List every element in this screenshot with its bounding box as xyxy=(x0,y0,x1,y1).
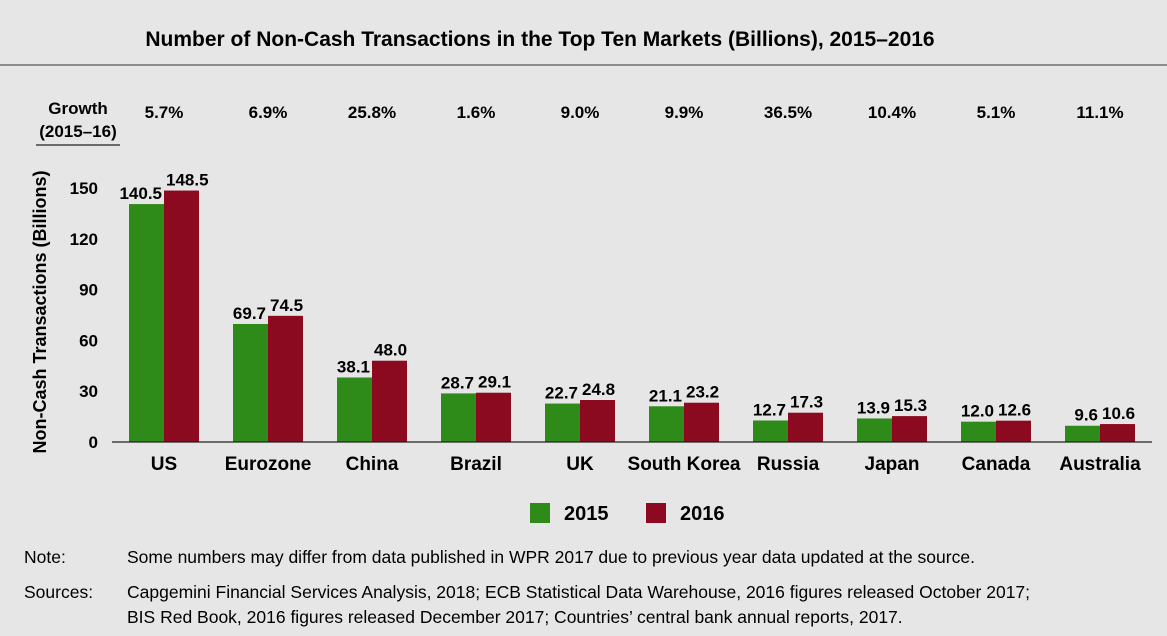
y-axis-ticks: 0 30 60 90 120 150 xyxy=(70,179,98,452)
chart-title: Number of Non-Cash Transactions in the T… xyxy=(145,28,934,51)
bar-brazil-2015 xyxy=(441,393,476,442)
category-label-russia: Russia xyxy=(757,454,820,475)
bars xyxy=(129,190,1135,442)
bar-south-korea-2016 xyxy=(684,402,719,442)
data-label-canada-2015: 12.0 xyxy=(961,402,994,421)
data-label-eurozone-2016: 74.5 xyxy=(270,296,303,315)
category-label-canada: Canada xyxy=(962,454,1031,475)
category-label-us: US xyxy=(151,454,177,475)
growth-value-australia: 11.1% xyxy=(1076,103,1123,122)
bar-china-2016 xyxy=(372,360,407,442)
category-labels: US Eurozone China Brazil UK South Korea Russia… xyxy=(151,454,1141,475)
growth-value-eurozone: 6.9% xyxy=(249,103,288,122)
bar-russia-2015 xyxy=(753,420,788,442)
growth-label-line1: Growth xyxy=(48,99,108,118)
data-label-canada-2016: 12.6 xyxy=(998,401,1031,420)
y-tick-label-90: 90 xyxy=(79,281,98,300)
footnotes: Note: Some numbers may differ from data … xyxy=(24,547,1030,627)
growth-values: 5.7% 6.9% 25.8% 1.6% 9.0% 9.9% 36.5% 10.4% 5.1% 1… xyxy=(145,103,1124,122)
legend-swatch-2016 xyxy=(646,503,666,523)
bar-eurozone-2015 xyxy=(233,323,268,442)
y-tick-label-0: 0 xyxy=(89,433,98,452)
bar-canada-2016 xyxy=(996,420,1031,442)
growth-value-china: 25.8% xyxy=(348,103,396,122)
growth-value-canada: 5.1% xyxy=(977,103,1016,122)
y-tick-label-30: 30 xyxy=(79,382,98,401)
data-label-brazil-2016: 29.1 xyxy=(478,373,511,392)
y-tick-label-120: 120 xyxy=(70,230,98,249)
bar-south-korea-2015 xyxy=(649,406,684,442)
bar-uk-2015 xyxy=(545,403,580,442)
category-label-uk: UK xyxy=(566,454,594,475)
category-label-australia: Australia xyxy=(1059,454,1141,475)
note-text: Some numbers may differ from data publis… xyxy=(127,547,975,567)
sources-line-1: Capgemini Financial Services Analysis, 2… xyxy=(127,582,1030,602)
category-label-china: China xyxy=(346,454,399,475)
data-label-japan-2015: 13.9 xyxy=(857,398,890,417)
data-label-uk-2016: 24.8 xyxy=(582,380,615,399)
y-axis-label: Non-Cash Transactions (Billions) xyxy=(30,170,50,453)
data-label-russia-2016: 17.3 xyxy=(790,393,823,412)
data-label-china-2015: 38.1 xyxy=(337,357,370,376)
bar-russia-2016 xyxy=(788,412,823,442)
bar-japan-2016 xyxy=(892,416,927,442)
data-label-australia-2016: 10.6 xyxy=(1102,404,1135,423)
data-label-eurozone-2015: 69.7 xyxy=(233,304,266,323)
growth-value-south-korea: 9.9% xyxy=(665,103,704,122)
sources-label: Sources: xyxy=(24,582,93,602)
bar-canada-2015 xyxy=(961,421,996,442)
category-label-brazil: Brazil xyxy=(450,454,502,475)
bar-china-2015 xyxy=(337,377,372,442)
bar-eurozone-2016 xyxy=(268,315,303,442)
category-label-south-korea: South Korea xyxy=(628,454,741,475)
data-label-us-2016: 148.5 xyxy=(166,171,209,190)
y-tick-label-150: 150 xyxy=(70,179,98,198)
legend-label-2015: 2015 xyxy=(564,503,609,525)
growth-label-line2: (2015–16) xyxy=(39,122,117,141)
bar-australia-2016 xyxy=(1100,424,1135,442)
data-label-brazil-2015: 28.7 xyxy=(441,373,474,392)
legend-swatch-2015 xyxy=(530,503,550,523)
category-label-eurozone: Eurozone xyxy=(225,454,312,475)
growth-value-brazil: 1.6% xyxy=(457,103,496,122)
growth-value-russia: 36.5% xyxy=(764,103,812,122)
legend-label-2016: 2016 xyxy=(680,503,725,525)
note-label: Note: xyxy=(24,547,66,567)
y-tick-label-60: 60 xyxy=(79,331,98,350)
data-label-south-korea-2015: 21.1 xyxy=(649,386,682,405)
category-label-japan: Japan xyxy=(865,454,920,475)
data-label-south-korea-2016: 23.2 xyxy=(686,383,719,402)
data-label-china-2016: 48.0 xyxy=(374,341,407,360)
legend: 2015 2016 xyxy=(530,503,725,525)
bar-australia-2015 xyxy=(1065,425,1100,442)
growth-value-us: 5.7% xyxy=(145,103,184,122)
bar-us-2016 xyxy=(164,190,199,442)
data-label-japan-2016: 15.3 xyxy=(894,396,927,415)
growth-value-japan: 10.4% xyxy=(868,103,916,122)
data-label-australia-2015: 9.6 xyxy=(1074,406,1098,425)
bar-us-2015 xyxy=(129,204,164,442)
sources-line-2: BIS Red Book, 2016 figures released Dece… xyxy=(127,607,903,627)
data-label-uk-2015: 22.7 xyxy=(545,384,578,403)
bar-uk-2016 xyxy=(580,400,615,442)
bar-japan-2015 xyxy=(857,418,892,442)
data-label-russia-2015: 12.7 xyxy=(753,400,786,419)
growth-value-uk: 9.0% xyxy=(561,103,600,122)
bar-brazil-2016 xyxy=(476,392,511,442)
data-label-us-2015: 140.5 xyxy=(119,184,162,203)
